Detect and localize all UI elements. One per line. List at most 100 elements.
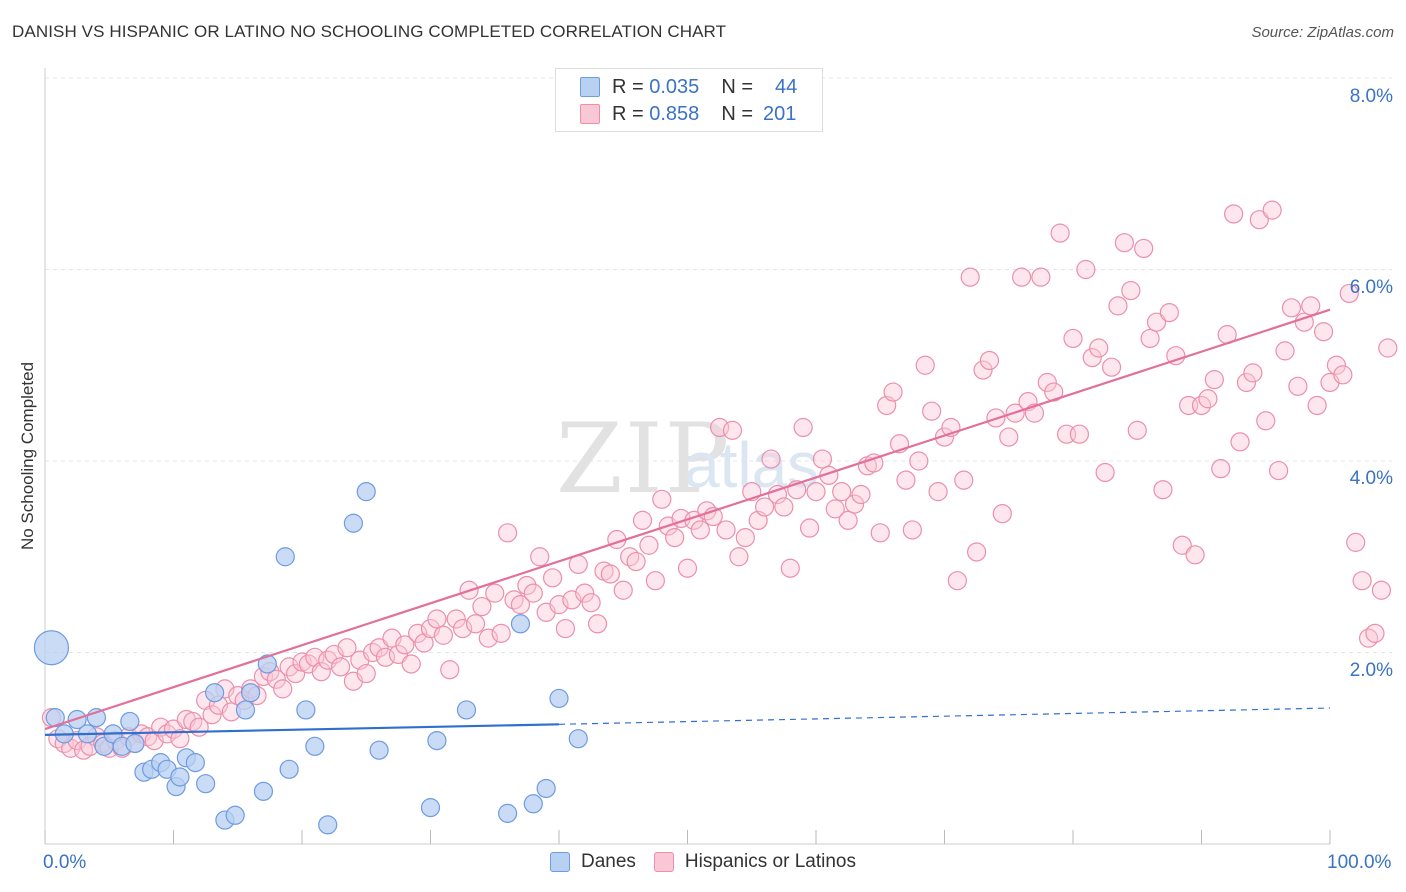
hispanics-point <box>1313 322 1334 342</box>
hispanics-point <box>1365 623 1385 643</box>
hispanics-point <box>780 558 800 578</box>
legend-r-value: 0.858 <box>649 102 700 125</box>
legend-swatch-danes <box>580 77 600 97</box>
danes-point <box>253 781 274 801</box>
hispanics-point <box>626 551 646 572</box>
hispanics-point <box>337 638 357 658</box>
hispanics-point <box>1076 259 1096 280</box>
danes-point <box>305 736 325 756</box>
hispanics-point <box>170 729 190 749</box>
hispanics-point <box>408 623 428 643</box>
hispanics-point <box>1108 296 1128 316</box>
hispanics-point <box>202 705 222 725</box>
hispanics-point <box>1140 328 1160 349</box>
danes-point <box>427 730 447 751</box>
hispanics-point <box>1127 420 1147 440</box>
danes-point <box>225 805 245 825</box>
trend-line-hispanics <box>44 308 1331 731</box>
danes-point <box>170 767 190 787</box>
danes-point <box>33 630 70 666</box>
hispanics-point <box>754 497 775 517</box>
hispanics-point <box>485 583 505 603</box>
hispanics-point <box>1050 223 1070 243</box>
hispanics-point <box>1230 432 1250 452</box>
hispanics-point <box>440 660 460 680</box>
danes-point <box>241 683 261 703</box>
chart-source: Source: ZipAtlas.com <box>1251 24 1394 41</box>
trend-line-danes <box>44 723 560 736</box>
hispanics-point <box>947 571 967 591</box>
hispanics-point <box>613 580 633 600</box>
hispanics-point <box>645 571 665 591</box>
hispanics-point <box>266 669 286 689</box>
danes-point <box>196 774 216 794</box>
hispanics-point <box>523 583 543 603</box>
hispanics-point <box>163 719 184 739</box>
hispanics-point <box>581 593 601 613</box>
hispanics-point <box>1262 200 1282 220</box>
hispanics-point <box>967 542 987 562</box>
hispanics-point <box>774 497 794 517</box>
hispanics-point <box>549 595 569 615</box>
hispanics-point <box>465 614 486 634</box>
series-legend: Danes Hispanics or Latinos <box>0 851 1406 873</box>
danes-point <box>120 711 140 732</box>
hispanics-point <box>273 679 293 699</box>
zipatlas-watermark: ZIP atlas <box>556 403 819 515</box>
hispanics-point <box>793 417 813 438</box>
hispanics-point <box>1256 411 1276 431</box>
hispanics-point <box>330 657 351 677</box>
hispanics-point <box>472 596 492 617</box>
danes-point <box>536 778 556 799</box>
hispanics-point <box>1281 298 1302 318</box>
correlation-legend: R = 0.035 N = 44 R = 0.858 N = 201 <box>555 68 823 132</box>
hispanics-point <box>979 350 1000 371</box>
hispanics-point <box>844 494 865 514</box>
hispanics-point <box>427 609 447 629</box>
danes-point <box>343 513 363 533</box>
hispanics-point <box>446 609 466 629</box>
hispanics-point <box>1301 296 1321 316</box>
hispanics-point <box>973 360 993 380</box>
hispanics-point <box>1243 363 1263 383</box>
hispanics-point <box>1172 535 1192 555</box>
hispanics-point <box>369 638 389 658</box>
trend-lines <box>44 308 1331 736</box>
y-tick-label-6: 6.0% <box>1349 277 1393 298</box>
hispanics-point <box>735 527 755 548</box>
danes-point <box>279 759 299 779</box>
danes-point <box>356 482 376 502</box>
legend-n-value: 201 <box>763 102 797 125</box>
hispanics-point <box>1185 545 1205 565</box>
hispanics-point <box>1037 372 1057 393</box>
hispanics-point <box>799 518 820 538</box>
hispanics-point <box>1352 571 1372 591</box>
hispanics-point <box>395 635 415 655</box>
hispanics-point <box>1063 328 1083 349</box>
hispanics-point <box>1044 382 1064 402</box>
hispanics-point <box>1166 346 1186 366</box>
hispanics-point <box>825 499 845 519</box>
hispanics-point <box>1339 283 1359 304</box>
trend-line-danes-extension <box>558 707 1331 725</box>
danes-point <box>549 688 569 709</box>
hispanics-point <box>716 520 736 540</box>
danes-point <box>125 733 145 754</box>
grid-lines <box>45 77 1392 653</box>
danes-point <box>205 683 225 703</box>
svg-text:ZIP: ZIP <box>556 403 731 515</box>
danes-point <box>235 700 256 720</box>
hispanics-point <box>883 382 903 402</box>
hispanics-point <box>433 625 453 645</box>
hispanics-point <box>870 523 890 543</box>
hispanics-point <box>1288 376 1308 396</box>
hispanics-point <box>1307 395 1327 416</box>
danes-point <box>420 798 441 818</box>
legend-row-hispanics: R = 0.858 N = 201 <box>580 102 796 126</box>
hispanics-point <box>896 470 916 490</box>
legend-swatch-hispanics <box>580 104 600 124</box>
hispanics-point <box>722 420 743 440</box>
hispanics-point <box>761 449 781 469</box>
hispanics-point <box>838 510 858 530</box>
